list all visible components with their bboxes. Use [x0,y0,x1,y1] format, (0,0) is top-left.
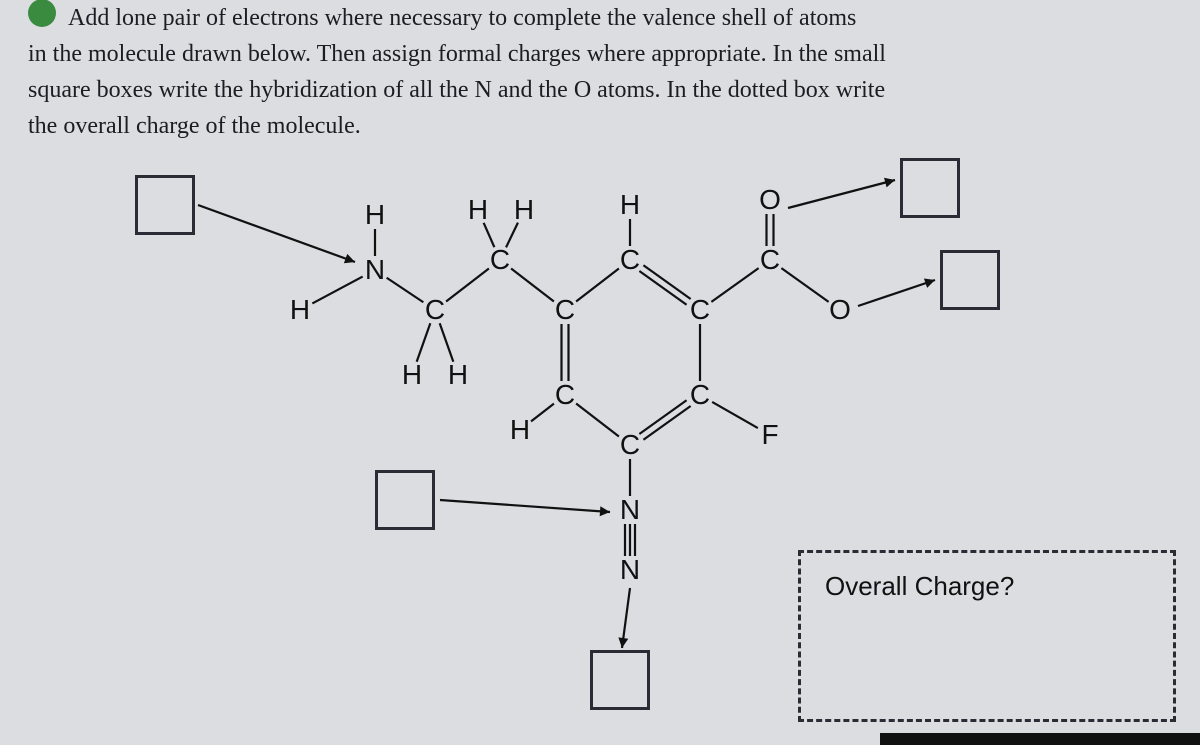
atom-H_ring2: H [620,189,640,221]
atom-C_ring1: C [555,294,575,326]
atom-C_b: C [490,244,510,276]
atom-H_a2: H [448,359,468,391]
atom-C_ring3: C [690,294,710,326]
hybridization-box-N_amine[interactable] [135,175,195,235]
atom-N_low: N [620,554,640,586]
atom-C_ring2: C [620,244,640,276]
q-line1: Add lone pair of electrons where necessa… [68,5,856,31]
figure-area: HHNCHHCHHCCCCCCHHCOOFNN Overall Charge? [0,150,1200,745]
atom-C_ring4: C [690,379,710,411]
atom-H_b2: H [514,194,534,226]
overall-charge-box[interactable]: Overall Charge? [798,550,1176,722]
atom-H_nh_left: H [290,294,310,326]
atom-H_nh_top: H [365,199,385,231]
bottom-edge [880,733,1200,745]
atom-O_single: O [829,294,851,326]
hybridization-box-O_dbl[interactable] [900,158,960,218]
q-line3: square boxes write the hybridization of … [28,77,885,103]
atom-C_ring5: C [620,429,640,461]
atom-C_a: C [425,294,445,326]
hybridization-box-N_low[interactable] [590,650,650,710]
atom-H_b1: H [468,194,488,226]
atom-N_up: N [620,494,640,526]
atom-H_ring6: H [510,414,530,446]
question-block: Add lone pair of electrons where necessa… [0,0,1200,144]
atom-N_amine: N [365,254,385,286]
atom-F: F [761,419,778,451]
bullet-icon [28,0,56,27]
atom-O_dbl: O [759,184,781,216]
atom-C_ring6: C [555,379,575,411]
q-line2: in the molecule drawn below. Then assign… [28,41,886,67]
atom-H_a1: H [402,359,422,391]
hybridization-box-O_single[interactable] [940,250,1000,310]
overall-charge-label: Overall Charge? [825,571,1014,601]
atom-C_carb: C [760,244,780,276]
q-line4: the overall charge of the molecule. [28,113,361,139]
hybridization-box-N_up[interactable] [375,470,435,530]
